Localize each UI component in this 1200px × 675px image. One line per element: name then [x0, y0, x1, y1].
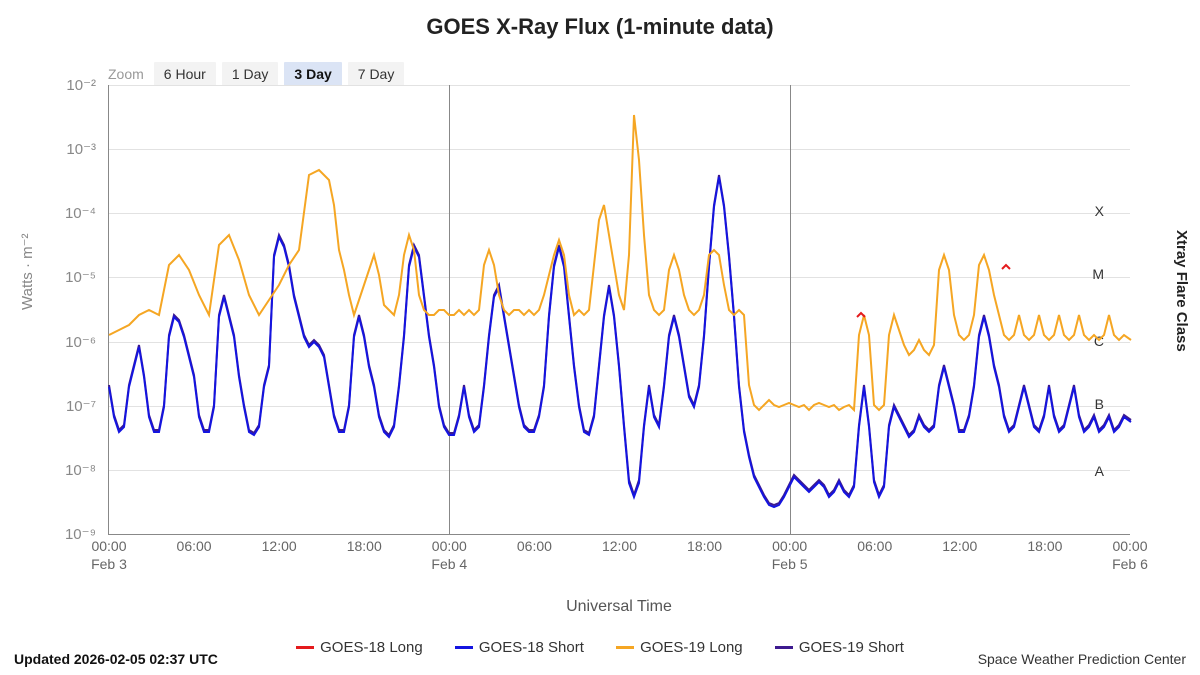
zoom-btn-1day[interactable]: 1 Day	[222, 62, 279, 86]
xtick-3: 18:00	[324, 538, 404, 554]
swpc-credit: Space Weather Prediction Center	[978, 651, 1186, 667]
y-axis-label: Watts · m⁻²	[18, 233, 36, 310]
updated-timestamp: Updated 2026-02-05 02:37 UTC	[14, 651, 218, 667]
legend-swatch-goes18-long	[296, 646, 314, 649]
legend-swatch-goes19-long	[616, 646, 634, 649]
ytick-label-5: 10⁻⁷	[1, 397, 96, 415]
chart-title: GOES X-Ray Flux (1-minute data)	[0, 0, 1200, 40]
xtick-8: 00:00 Feb 5	[750, 538, 830, 572]
ytick-label-0: 10⁻²	[1, 76, 96, 94]
xtick-12: 00:00 Feb 6	[1090, 538, 1170, 572]
xtick-7: 18:00	[665, 538, 745, 554]
ytick-label-3: 10⁻⁵	[1, 268, 96, 286]
flux-curves-svg	[109, 85, 1131, 535]
xtick-0: 00:00 Feb 3	[69, 538, 149, 572]
zoom-btn-6hour[interactable]: 6 Hour	[154, 62, 216, 86]
xtick-6: 12:00	[580, 538, 660, 554]
ytick-label-1: 10⁻³	[1, 140, 96, 158]
legend-swatch-goes19-short	[775, 646, 793, 649]
xtick-9: 06:00	[835, 538, 915, 554]
x-axis-label: Universal Time	[108, 598, 1130, 616]
xtick-1: 06:00	[154, 538, 234, 554]
goes-xray-flux-page: GOES X-Ray Flux (1-minute data) Zoom 6 H…	[0, 0, 1200, 675]
legend-swatch-goes18-short	[455, 646, 473, 649]
chart-plot-area[interactable]: 10⁻² 10⁻³ 10⁻⁴ 10⁻⁵ 10⁻⁶ 10⁻⁷ 10⁻⁸ 10⁻⁹ …	[108, 85, 1130, 535]
curve-goes18-short	[109, 177, 1131, 507]
zoom-label: Zoom	[108, 66, 144, 82]
curve-goes18-long	[857, 265, 1010, 317]
xtick-5: 06:00	[494, 538, 574, 554]
xtick-10: 12:00	[920, 538, 1000, 554]
zoom-btn-7day[interactable]: 7 Day	[348, 62, 405, 86]
legend-item-goes19-short[interactable]: GOES-19 Short	[775, 639, 904, 656]
xtick-11: 18:00	[1005, 538, 1085, 554]
legend-item-goes18-short[interactable]: GOES-18 Short	[455, 639, 584, 656]
legend-item-goes18-long[interactable]: GOES-18 Long	[296, 639, 423, 656]
zoom-btn-3day[interactable]: 3 Day	[284, 62, 341, 86]
ytick-label-2: 10⁻⁴	[1, 204, 96, 222]
xtick-2: 12:00	[239, 538, 319, 554]
zoom-control-bar: Zoom 6 Hour 1 Day 3 Day 7 Day	[108, 62, 404, 86]
ytick-label-6: 10⁻⁸	[1, 461, 96, 479]
legend-item-goes19-long[interactable]: GOES-19 Long	[616, 639, 743, 656]
xtick-4: 00:00 Feb 4	[409, 538, 489, 572]
right-axis-label: Xtray Flare Class	[1173, 230, 1190, 352]
ytick-label-4: 10⁻⁶	[1, 333, 96, 351]
